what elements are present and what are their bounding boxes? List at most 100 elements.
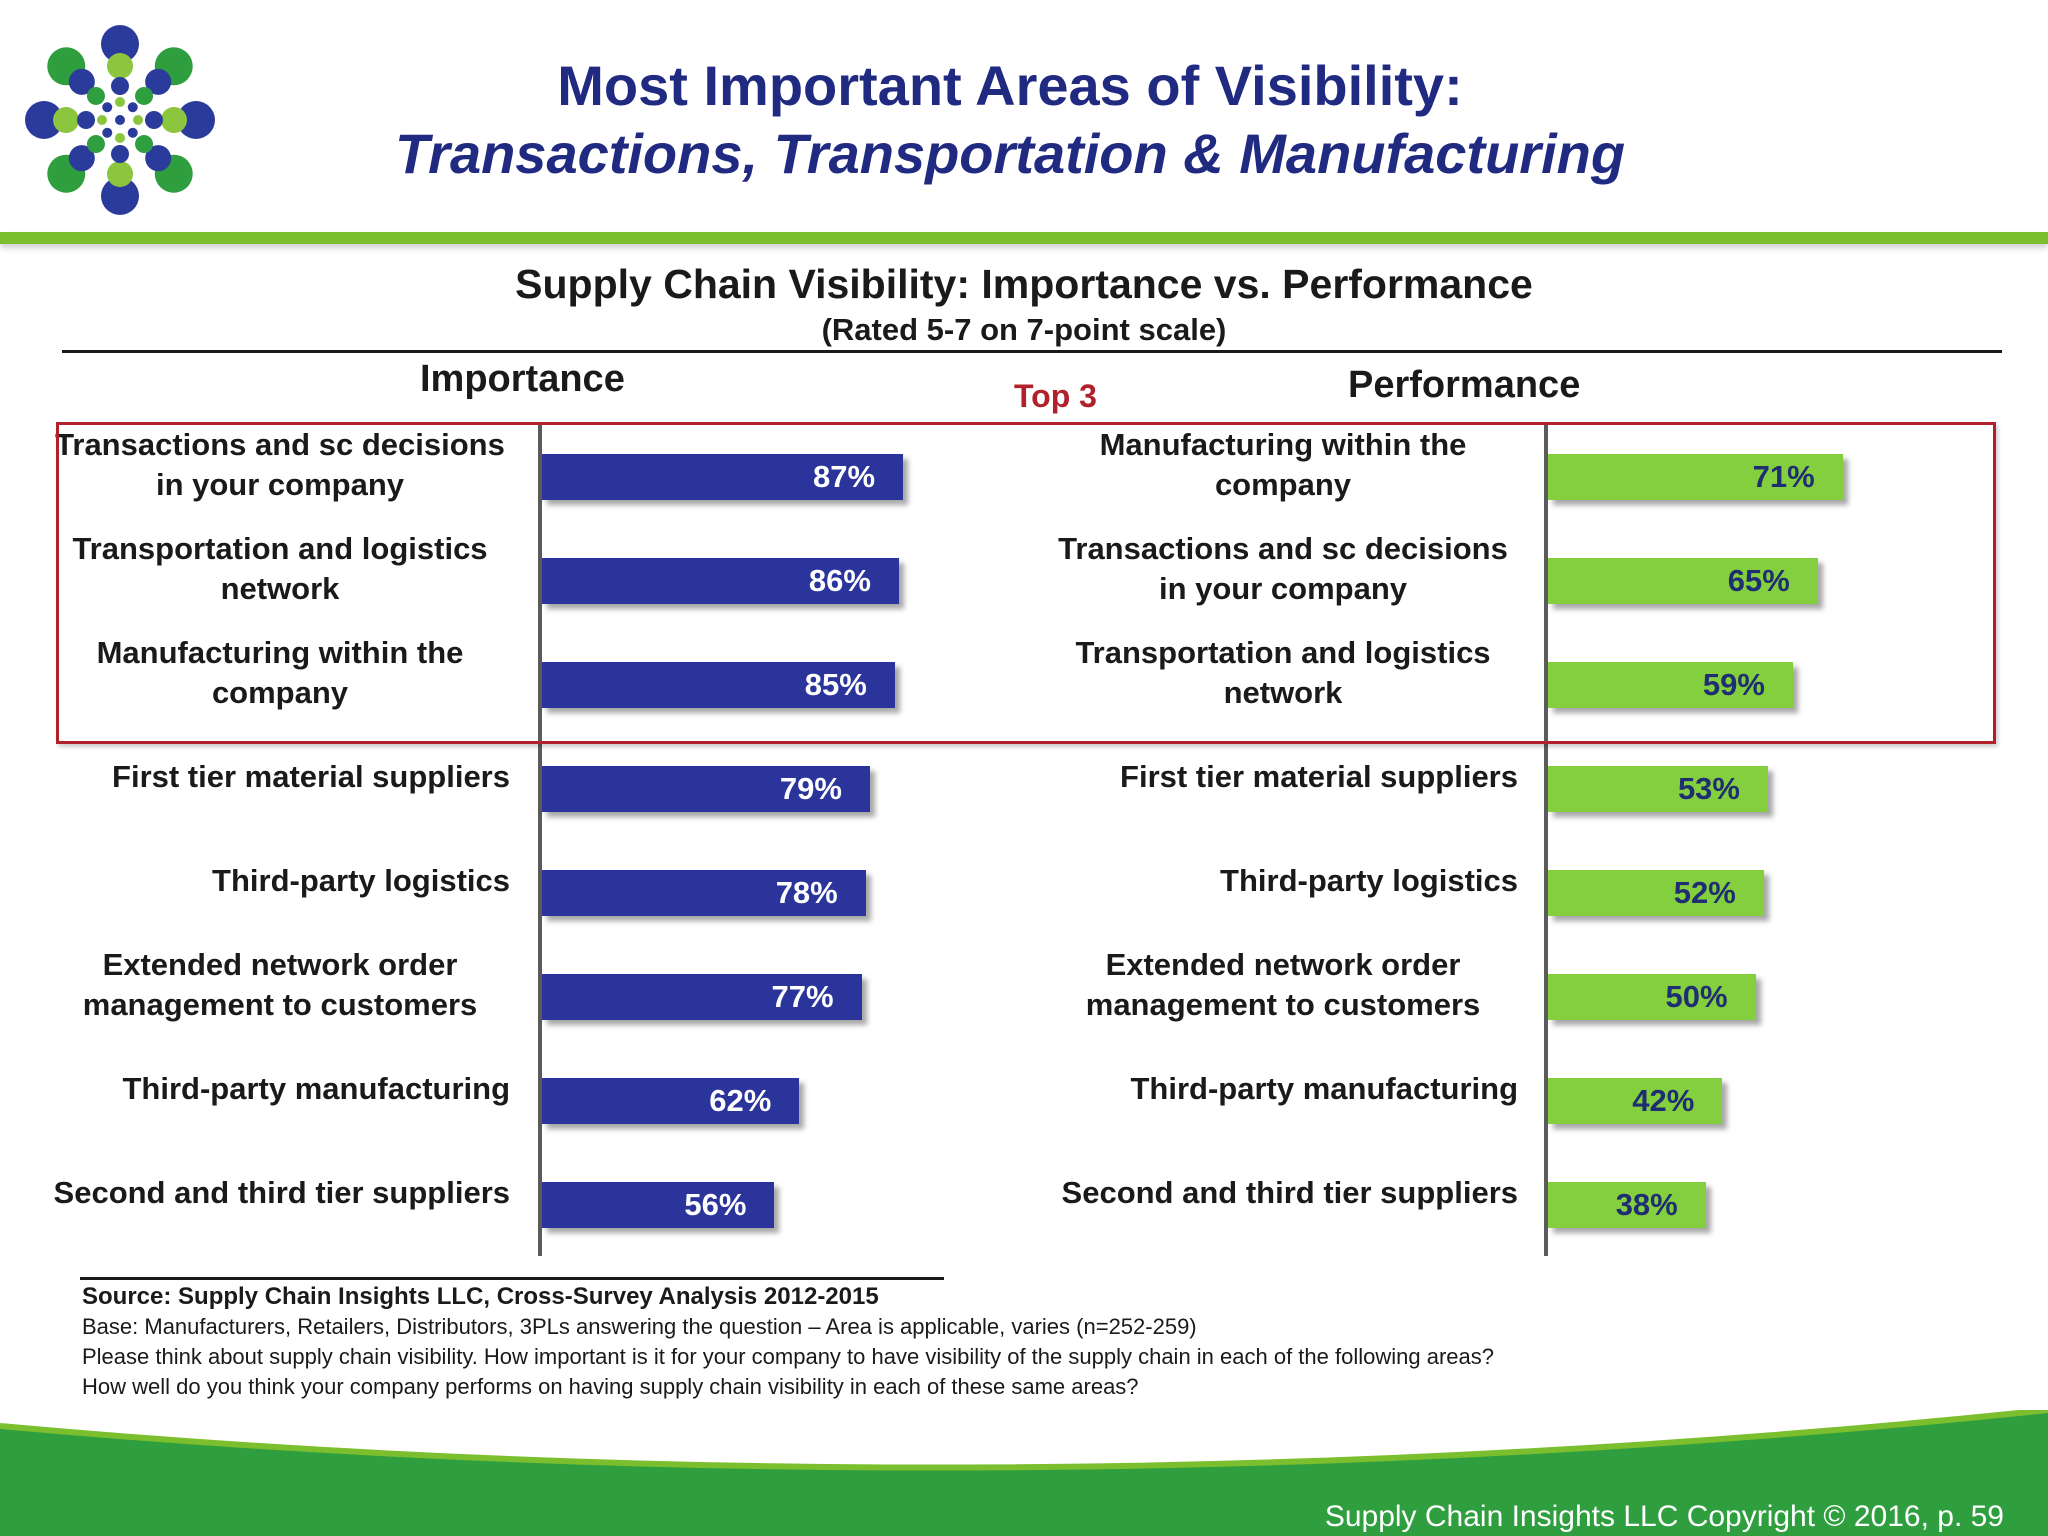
performance-value-label: 52% (1673, 875, 1736, 910)
logo-dot (101, 177, 139, 215)
chart-title: Supply Chain Visibility: Importance vs. … (515, 261, 1533, 307)
performance-row-label: Transactions and sc decisions in your co… (1048, 531, 1518, 606)
logo-dot (145, 111, 163, 129)
logo-dot (68, 145, 95, 172)
importance-bar (542, 870, 866, 916)
importance-row-label: Second and third tier suppliers (50, 1158, 510, 1228)
slide-title-line1: Most Important Areas of Visibility: (557, 54, 1463, 117)
performance-bar (1548, 1182, 1706, 1228)
logo-dot (127, 127, 138, 138)
importance-row-label: First tier material suppliers (50, 742, 510, 812)
logo-dot (111, 77, 129, 95)
importance-category-label: Extended network order management to cus… (82, 947, 478, 1022)
performance-row-label: Transportation and logistics network (1048, 635, 1518, 710)
importance-value-label: 56% (684, 1187, 747, 1222)
logo-dot (86, 135, 105, 154)
performance-axis (1544, 424, 1548, 1256)
importance-row-label: Manufacturing within the company (50, 635, 510, 710)
performance-bar (1548, 558, 1818, 604)
company-logo (25, 25, 215, 215)
logo-dot (102, 102, 113, 113)
performance-row-label: Manufacturing within the company (1048, 427, 1518, 502)
importance-value-label: 62% (709, 1083, 772, 1118)
performance-value-label: 59% (1702, 667, 1765, 702)
logo-dot (135, 86, 154, 105)
question-line-1: Please think about supply chain visibili… (82, 1344, 1494, 1369)
logo-dot (127, 102, 138, 113)
importance-category-label: First tier material suppliers (112, 759, 510, 794)
top3-highlight-box (56, 422, 1996, 744)
performance-category-label: Manufacturing within the company (1099, 427, 1467, 502)
importance-value-label: 77% (771, 979, 834, 1014)
logo-dot (135, 135, 154, 154)
top3-label: Top 3 (1014, 378, 1097, 414)
logo-dot (97, 115, 107, 125)
performance-bar (1548, 766, 1768, 812)
importance-value-label: 78% (775, 875, 838, 910)
logo-dot (133, 115, 143, 125)
importance-bar (542, 1182, 775, 1228)
logo-dot (115, 115, 125, 125)
performance-category-label: Extended network order management to cus… (1085, 947, 1481, 1022)
importance-value-label: 87% (813, 459, 876, 494)
slide-title: Most Important Areas of Visibility: Tran… (300, 52, 1720, 188)
performance-bar (1548, 974, 1756, 1020)
performance-category-label: Third-party logistics (1220, 863, 1518, 898)
importance-value-label: 79% (779, 771, 842, 806)
importance-bar (542, 1078, 800, 1124)
slide-title-line2: Transactions, Transportation & Manufactu… (394, 122, 1626, 185)
logo-dot (107, 53, 133, 79)
logo-dot (68, 68, 95, 95)
logo-dot (53, 107, 79, 133)
importance-category-label: Transactions and sc decisions in your co… (55, 427, 505, 502)
performance-row-label: Third-party manufacturing (1048, 1054, 1518, 1124)
logo-dot (161, 107, 187, 133)
source-line: Source: Supply Chain Insights LLC, Cross… (82, 1283, 879, 1310)
performance-value-label: 71% (1752, 459, 1815, 494)
logo-dot (111, 145, 129, 163)
performance-category-label: Transactions and sc decisions in your co… (1058, 531, 1508, 606)
importance-category-label: Manufacturing within the company (96, 635, 464, 710)
performance-bar (1548, 662, 1793, 708)
source-notes: Source: Supply Chain Insights LLC, Cross… (82, 1282, 1982, 1402)
logo-dot (77, 111, 95, 129)
importance-bar (542, 766, 870, 812)
importance-value-label: 85% (804, 667, 867, 702)
logo-dot (145, 145, 172, 172)
importance-category-label: Third-party manufacturing (122, 1071, 510, 1106)
performance-value-label: 42% (1632, 1083, 1695, 1118)
logo-dot (101, 25, 139, 63)
performance-bar (1548, 1078, 1723, 1124)
performance-row-label: Third-party logistics (1048, 846, 1518, 916)
performance-value-label: 53% (1677, 771, 1740, 806)
logo-dot (115, 97, 125, 107)
performance-row-label: First tier material suppliers (1048, 742, 1518, 812)
base-line: Base: Manufacturers, Retailers, Distribu… (82, 1314, 1197, 1339)
importance-bar (542, 974, 862, 1020)
importance-header: Importance (420, 358, 625, 400)
logo-dot (86, 86, 105, 105)
performance-row-label: Extended network order management to cus… (1048, 947, 1518, 1022)
importance-row-label: Third-party manufacturing (50, 1054, 510, 1124)
importance-category-label: Transportation and logistics network (72, 531, 488, 606)
header-divider (0, 232, 2048, 244)
importance-category-label: Third-party logistics (212, 863, 510, 898)
performance-bar (1548, 870, 1764, 916)
logo-dot (177, 101, 215, 139)
performance-value-label: 38% (1615, 1187, 1678, 1222)
importance-bar (542, 558, 899, 604)
performance-value-label: 65% (1727, 563, 1790, 598)
importance-row-label: Transactions and sc decisions in your co… (50, 427, 510, 502)
performance-category-label: Transportation and logistics network (1075, 635, 1491, 710)
chart-subtitle: (Rated 5-7 on 7-point scale) (821, 312, 1227, 347)
performance-bar (1548, 454, 1843, 500)
importance-axis (538, 424, 542, 1256)
performance-category-label: Second and third tier suppliers (1061, 1175, 1518, 1210)
question-line-2: How well do you think your company perfo… (82, 1374, 1139, 1399)
chart-title-rule (62, 350, 2002, 353)
importance-category-label: Second and third tier suppliers (53, 1175, 510, 1210)
performance-header: Performance (1348, 364, 1581, 406)
performance-category-label: Third-party manufacturing (1130, 1071, 1518, 1106)
footer-band (0, 1410, 2048, 1536)
copyright-text: Supply Chain Insights LLC Copyright © 20… (1324, 1500, 2004, 1533)
